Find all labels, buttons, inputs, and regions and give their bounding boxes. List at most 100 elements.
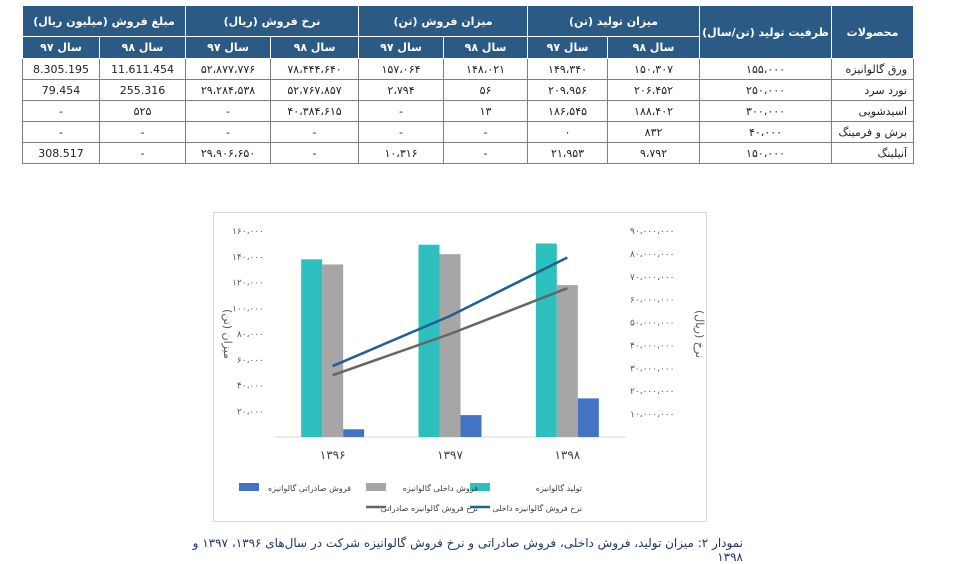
cell-prod97: ۱۸۶،۵۴۵ bbox=[527, 100, 609, 122]
cell-sales97: ۲،۷۹۴ bbox=[358, 79, 445, 101]
cell-amount97: - bbox=[22, 121, 100, 143]
combo-chart: ۲۰،۰۰۰ ۴۰،۰۰۰ ۶۰،۰۰۰ ۸۰،۰۰۰ ۱۰۰،۰۰۰ ۱۲۰،۰۰۰ ۱۴… bbox=[221, 227, 706, 513]
y2-tick-label: ۶۰،۰۰۰،۰۰۰ bbox=[630, 296, 674, 306]
header-sales-volume: میزان فروش (تن) bbox=[358, 5, 529, 37]
cell-prod98: ۱۸۸،۴۰۲ bbox=[607, 100, 701, 122]
cell-price98: ۷۸،۴۴۴،۶۴۰ bbox=[270, 58, 360, 80]
y-tick-label: ۶۰،۰۰۰ bbox=[237, 356, 264, 366]
cell-prod97: ۱۴۹،۳۴۰ bbox=[527, 58, 609, 80]
cell-sales98: ۱۴۸،۰۲۱ bbox=[443, 58, 529, 80]
x-tick-label: ۱۳۹۶ bbox=[320, 448, 346, 462]
table-row: ورق گالوانیزه ۱۵۵،۰۰۰ ۱۵۰،۳۰۷ ۱۴۹،۳۴۰ ۱۴… bbox=[22, 58, 915, 80]
header-year98: سال ۹۸ bbox=[99, 36, 186, 59]
cell-price97: - bbox=[184, 121, 272, 143]
y-tick-label: ۱۰۰،۰۰۰ bbox=[232, 304, 264, 314]
cell-amount97: - bbox=[22, 100, 100, 122]
cell-sales98: ۵۶ bbox=[443, 79, 529, 101]
cell-price98: ۵۲،۷۶۷،۸۵۷ bbox=[270, 79, 360, 101]
y2-tick-label: ۲۰،۰۰۰،۰۰۰ bbox=[630, 387, 674, 397]
cell-prod97: ۲۰۹،۹۵۶ bbox=[527, 79, 609, 101]
header-year97: سال ۹۷ bbox=[358, 36, 445, 59]
table-row: اسیدشویی ۳۰۰،۰۰۰ ۱۸۸،۴۰۲ ۱۸۶،۵۴۵ ۱۳ - ۴۰… bbox=[22, 100, 915, 122]
cell-sales97: - bbox=[358, 121, 445, 143]
cell-capacity: ۱۵۰،۰۰۰ bbox=[699, 142, 833, 164]
legend-label: تولید گالوانیزه bbox=[536, 483, 582, 493]
y-tick-label: ۱۲۰،۰۰۰ bbox=[232, 279, 264, 289]
legend-swatch bbox=[470, 483, 490, 491]
bar bbox=[322, 264, 344, 437]
cell-price98: - bbox=[270, 121, 360, 143]
y2-tick-label: ۳۰،۰۰۰،۰۰۰ bbox=[630, 364, 674, 374]
cell-amount97: 8.305.195 bbox=[22, 58, 100, 80]
cell-amount97: 308.517 bbox=[22, 142, 100, 164]
header-year97: سال ۹۷ bbox=[184, 36, 272, 59]
cell-capacity: ۲۵۰،۰۰۰ bbox=[699, 79, 833, 101]
bar bbox=[556, 285, 578, 437]
cell-product: آنیلینگ bbox=[831, 142, 915, 164]
header-year98: سال ۹۸ bbox=[607, 36, 701, 59]
cell-amount98: - bbox=[99, 142, 186, 164]
y-tick-label: ۴۰،۰۰۰ bbox=[237, 382, 264, 392]
cell-price97: - bbox=[184, 100, 272, 122]
cell-product: برش و فرمینگ bbox=[831, 121, 915, 143]
cell-sales98: - bbox=[443, 142, 529, 164]
cell-prod97: ۰ bbox=[527, 121, 609, 143]
bar bbox=[577, 398, 599, 437]
y2-tick-label: ۴۰،۰۰۰،۰۰۰ bbox=[630, 341, 674, 351]
table-row: برش و فرمینگ ۴۰،۰۰۰ ۸۳۲ ۰ - - - - - - bbox=[22, 121, 915, 143]
legend-label: فروش صادراتی گالوانیزه bbox=[268, 483, 351, 493]
cell-capacity: ۳۰۰،۰۰۰ bbox=[699, 100, 833, 122]
cell-amount98: ۵۲۵ bbox=[99, 100, 186, 122]
bar bbox=[460, 415, 482, 437]
y-tick-label: ۸۰،۰۰۰ bbox=[237, 330, 264, 340]
bar bbox=[535, 243, 557, 437]
production-sales-table: محصولات ظرفیت تولید (تن/سال) میزان تولید… bbox=[22, 5, 915, 164]
cell-amount98: - bbox=[99, 121, 186, 143]
bar bbox=[439, 254, 461, 437]
y-axis-title: میزان (تن) bbox=[221, 309, 234, 359]
cell-amount98: 255.316 bbox=[99, 79, 186, 101]
y2-tick-label: ۵۰،۰۰۰،۰۰۰ bbox=[630, 319, 674, 329]
cell-product: اسیدشویی bbox=[831, 100, 915, 122]
header-year97: سال ۹۷ bbox=[22, 36, 100, 59]
cell-capacity: ۱۵۵،۰۰۰ bbox=[699, 58, 833, 80]
cell-sales98: ۱۳ bbox=[443, 100, 529, 122]
cell-prod97: ۲۱،۹۵۳ bbox=[527, 142, 609, 164]
header-production: میزان تولید (تن) bbox=[527, 5, 701, 37]
y2-tick-label: ۹۰،۰۰۰،۰۰۰ bbox=[630, 227, 674, 237]
data-table: محصولات ظرفیت تولید (تن/سال) میزان تولید… bbox=[22, 5, 915, 164]
series-line bbox=[332, 287, 568, 377]
y2-axis-title: نرخ (ریال) bbox=[693, 310, 706, 358]
legend-label: فروش داخلی گالوانیزه bbox=[403, 483, 478, 493]
header-year97: سال ۹۷ bbox=[527, 36, 609, 59]
y2-tick-label: ۷۰،۰۰۰،۰۰۰ bbox=[630, 273, 674, 283]
legend-label: نرخ فروش گالوانیزه صادراتی bbox=[381, 503, 478, 513]
legend-label: نرخ فروش گالوانیزه داخلی bbox=[492, 503, 582, 513]
cell-capacity: ۴۰،۰۰۰ bbox=[699, 121, 833, 143]
cell-price98: ۴۰،۳۸۴،۶۱۵ bbox=[270, 100, 360, 122]
header-product: محصولات bbox=[831, 5, 915, 59]
legend-swatch bbox=[239, 483, 259, 491]
cell-sales98: - bbox=[443, 121, 529, 143]
cell-sales97: - bbox=[358, 100, 445, 122]
bar bbox=[301, 259, 323, 437]
cell-price97: ۲۹،۹۰۶،۶۵۰ bbox=[184, 142, 272, 164]
y-tick-label: ۲۰،۰۰۰ bbox=[237, 407, 264, 417]
table-row: آنیلینگ ۱۵۰،۰۰۰ ۹،۷۹۲ ۲۱،۹۵۳ - ۱۰،۳۱۶ - … bbox=[22, 142, 915, 164]
header-year98: سال ۹۸ bbox=[270, 36, 360, 59]
header-sales-price: نرخ فروش (ریال) bbox=[184, 5, 360, 37]
table-row: نورد سرد ۲۵۰،۰۰۰ ۲۰۶،۴۵۲ ۲۰۹،۹۵۶ ۵۶ ۲،۷۹… bbox=[22, 79, 915, 101]
series-line bbox=[332, 256, 568, 368]
y-tick-label: ۱۶۰،۰۰۰ bbox=[232, 227, 264, 237]
y-tick-label: ۱۴۰،۰۰۰ bbox=[232, 253, 264, 263]
y2-tick-label: ۱۰،۰۰۰،۰۰۰ bbox=[630, 410, 674, 420]
cell-amount98: 11.611.454 bbox=[99, 58, 186, 80]
header-sales-amount: مبلغ فروش (میلیون ریال) bbox=[22, 5, 186, 37]
cell-product: نورد سرد bbox=[831, 79, 915, 101]
chart-caption: نمودار ۲: میزان تولید، فروش داخلی، فروش … bbox=[192, 536, 743, 564]
header-year98: سال ۹۸ bbox=[443, 36, 529, 59]
bar bbox=[343, 429, 365, 437]
cell-product: ورق گالوانیزه bbox=[831, 58, 915, 80]
x-tick-label: ۱۳۹۷ bbox=[437, 448, 463, 462]
chart-container: ۲۰،۰۰۰ ۴۰،۰۰۰ ۶۰،۰۰۰ ۸۰،۰۰۰ ۱۰۰،۰۰۰ ۱۲۰،۰۰۰ ۱۴… bbox=[213, 212, 707, 522]
